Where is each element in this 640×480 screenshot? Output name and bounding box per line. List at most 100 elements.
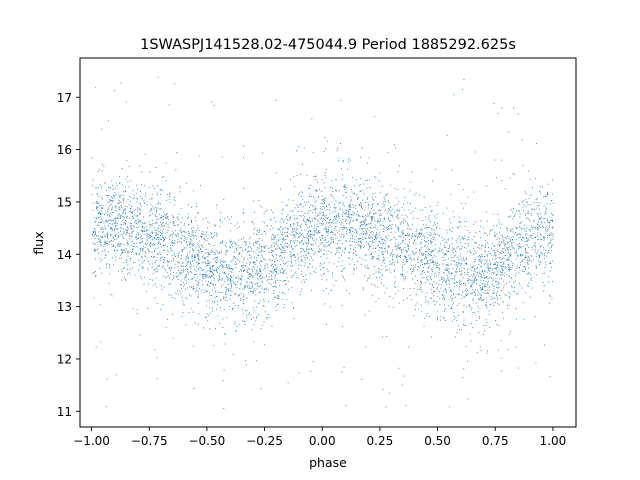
- data-point: [131, 211, 132, 213]
- data-point: [496, 249, 498, 251]
- data-point: [486, 321, 488, 323]
- data-point: [112, 184, 113, 186]
- data-point: [243, 269, 245, 271]
- data-point: [369, 274, 371, 276]
- data-point: [235, 330, 237, 332]
- data-point: [172, 223, 174, 225]
- data-point: [367, 267, 369, 269]
- data-point: [538, 249, 540, 251]
- data-point: [95, 249, 97, 251]
- data-point: [285, 227, 287, 229]
- data-point: [406, 260, 408, 262]
- data-point: [403, 203, 404, 205]
- data-point: [521, 221, 523, 223]
- data-point: [299, 232, 301, 234]
- data-point: [123, 199, 124, 201]
- data-point: [117, 249, 119, 251]
- data-point: [552, 238, 554, 240]
- data-point: [172, 230, 174, 232]
- data-point: [544, 213, 546, 215]
- data-point: [151, 255, 153, 257]
- data-point: [314, 229, 315, 231]
- data-point: [377, 219, 379, 221]
- data-point: [518, 271, 520, 273]
- data-point: [491, 249, 493, 251]
- data-point: [243, 221, 245, 223]
- data-point: [379, 215, 381, 216]
- data-point: [360, 201, 362, 203]
- data-point: [301, 240, 303, 242]
- data-point: [132, 251, 134, 253]
- data-point: [193, 285, 195, 287]
- data-point: [327, 218, 328, 219]
- data-point: [101, 236, 103, 238]
- data-point: [317, 221, 319, 223]
- data-point: [326, 324, 328, 326]
- data-point: [194, 257, 196, 259]
- data-point: [286, 215, 287, 217]
- data-point: [534, 237, 536, 239]
- data-point: [407, 258, 409, 260]
- data-point: [466, 280, 468, 282]
- data-point: [482, 276, 484, 278]
- data-point: [353, 268, 355, 270]
- data-point: [325, 230, 327, 232]
- data-point: [102, 229, 104, 231]
- data-point: [125, 101, 127, 103]
- data-point: [195, 270, 197, 272]
- data-point: [371, 255, 373, 257]
- data-point: [322, 242, 324, 244]
- data-point: [231, 308, 233, 310]
- data-point: [512, 263, 514, 264]
- data-point: [468, 276, 470, 277]
- data-point: [552, 202, 554, 204]
- data-point: [422, 235, 424, 237]
- data-point: [281, 213, 283, 215]
- data-point: [339, 240, 341, 242]
- data-point: [315, 215, 317, 217]
- data-point: [98, 212, 99, 214]
- data-point: [401, 384, 403, 386]
- data-point: [192, 244, 193, 246]
- data-point: [302, 198, 304, 200]
- data-point: [457, 227, 459, 229]
- data-point: [312, 360, 314, 362]
- data-point: [325, 176, 327, 178]
- data-point: [222, 318, 224, 320]
- data-point: [191, 257, 193, 259]
- data-point: [326, 253, 328, 255]
- data-point: [333, 263, 335, 265]
- data-point: [268, 282, 270, 284]
- data-point: [250, 318, 252, 320]
- data-point: [349, 263, 351, 265]
- data-point: [388, 228, 390, 230]
- data-point: [468, 279, 470, 281]
- data-point: [280, 272, 281, 273]
- data-point: [163, 275, 165, 277]
- data-point: [360, 263, 362, 265]
- data-point: [454, 255, 455, 257]
- data-point: [169, 193, 171, 195]
- data-point: [182, 312, 184, 314]
- data-point: [212, 283, 214, 285]
- data-point: [486, 352, 488, 354]
- data-point: [353, 192, 354, 194]
- data-point: [120, 214, 122, 216]
- data-point: [100, 221, 102, 223]
- data-point: [155, 209, 157, 211]
- data-point: [405, 404, 407, 406]
- data-point: [338, 261, 339, 263]
- data-point: [479, 317, 481, 319]
- data-point: [382, 389, 384, 390]
- data-point: [306, 250, 308, 252]
- data-point: [478, 263, 480, 265]
- data-point: [253, 233, 255, 235]
- data-point: [449, 218, 451, 220]
- data-point: [202, 246, 204, 248]
- data-point: [522, 210, 524, 212]
- data-point: [474, 250, 476, 252]
- data-point: [388, 226, 389, 228]
- data-point: [266, 288, 268, 290]
- data-point: [105, 236, 107, 238]
- data-point: [298, 192, 300, 194]
